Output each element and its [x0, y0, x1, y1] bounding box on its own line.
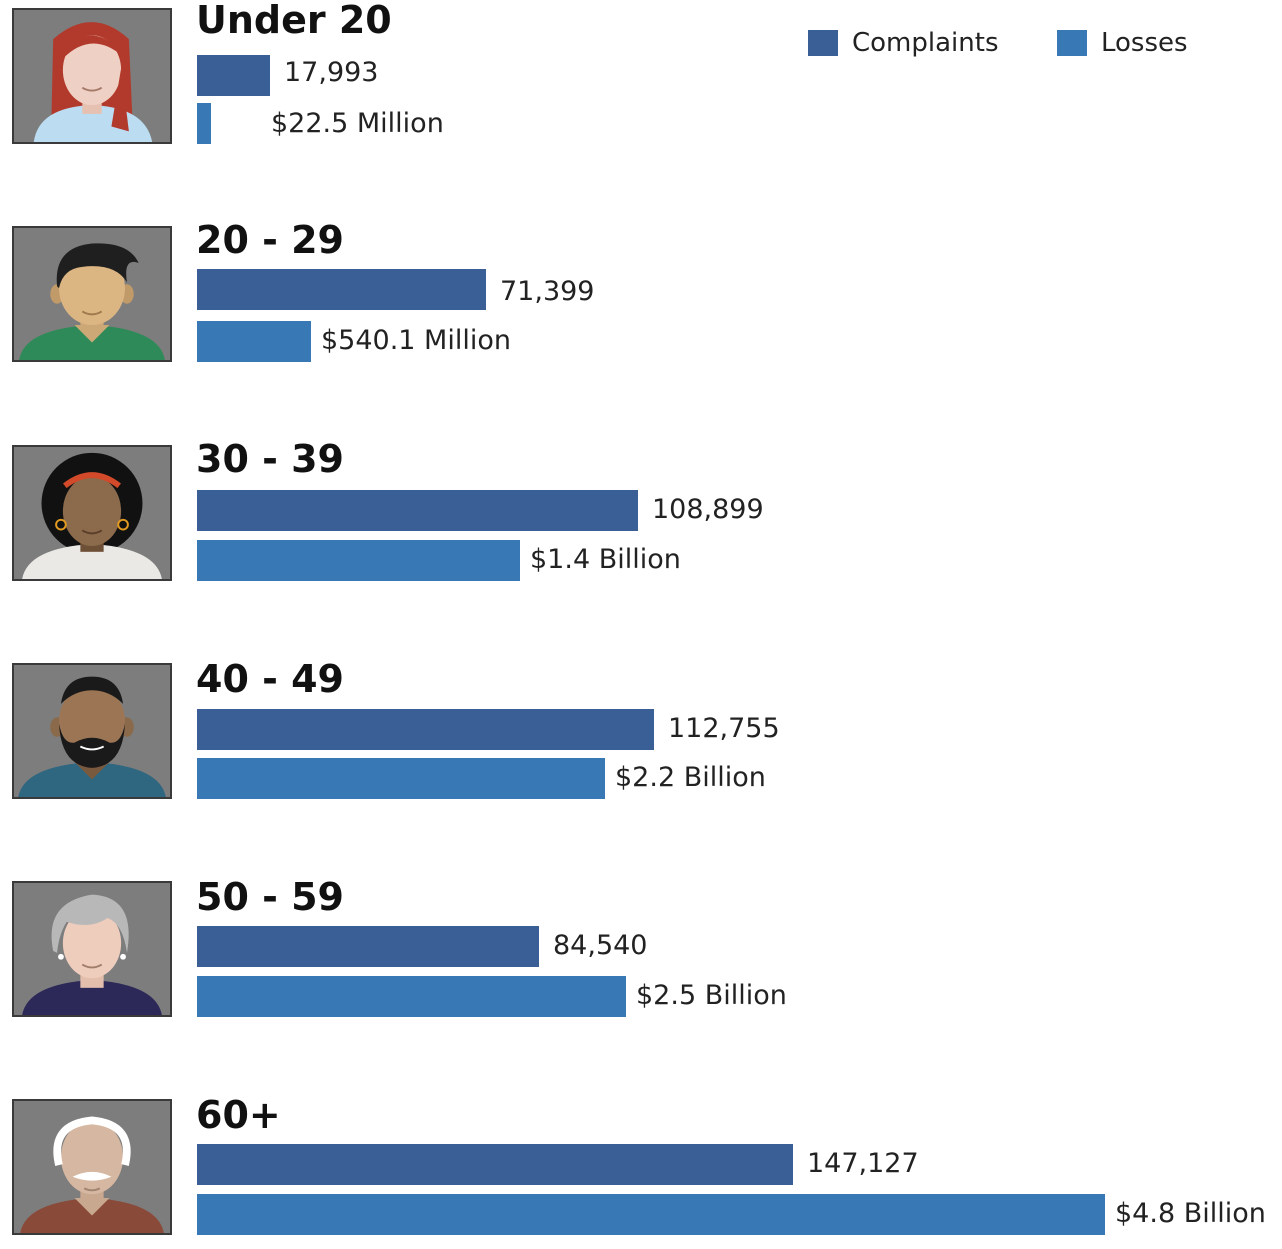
age-group-under-20: Under 20 17,993 $22.5 Million [0, 0, 1282, 150]
age-group-title: Under 20 [196, 0, 392, 42]
complaints-value-label: 112,755 [668, 713, 780, 744]
legend-complaints-swatch [808, 30, 838, 56]
age-group-title: 30 - 39 [196, 437, 344, 481]
losses-value-label: $2.2 Billion [615, 762, 766, 793]
complaints-value-label: 71,399 [500, 276, 595, 307]
losses-bar [197, 758, 605, 799]
legend-complaints-label: Complaints [852, 28, 999, 58]
losses-bar [197, 103, 211, 144]
losses-bar [197, 976, 626, 1017]
legend-losses-swatch [1057, 30, 1087, 56]
age-group-30-39: 30 - 39 108,899 $1.4 Billion [0, 437, 1282, 587]
complaints-value-label: 108,899 [652, 494, 764, 525]
legend-complaints: Complaints [808, 28, 999, 58]
gray-haired-woman-icon [12, 881, 172, 1017]
legend-losses-label: Losses [1101, 28, 1188, 58]
young-woman-red-hair-icon [12, 8, 172, 144]
losses-bar [197, 540, 520, 581]
age-group-60-plus: 60+ 147,127 $4.8 Billion [0, 1091, 1282, 1241]
age-group-50-59: 50 - 59 84,540 $2.5 Billion [0, 873, 1282, 1023]
age-group-40-49: 40 - 49 112,755 $2.2 Billion [0, 655, 1282, 805]
losses-bar [197, 321, 311, 362]
losses-value-label: $1.4 Billion [530, 544, 681, 575]
complaints-bar [197, 490, 638, 531]
losses-bar [197, 1194, 1105, 1235]
woman-curly-hair-icon [12, 445, 172, 581]
age-group-title: 60+ [196, 1093, 281, 1137]
complaints-bar [197, 1144, 793, 1185]
complaints-bar [197, 269, 486, 310]
bearded-man-icon [12, 663, 172, 799]
losses-value-label: $2.5 Billion [636, 980, 787, 1011]
age-group-title: 50 - 59 [196, 875, 344, 919]
complaints-value-label: 17,993 [284, 57, 379, 88]
losses-value-label: $4.8 Billion [1115, 1198, 1266, 1229]
complaints-bar [197, 709, 654, 750]
age-group-title: 20 - 29 [196, 218, 344, 262]
losses-value-label: $540.1 Million [321, 325, 511, 356]
legend-losses: Losses [1057, 28, 1188, 58]
bald-elderly-man-icon [12, 1099, 172, 1235]
complaints-value-label: 84,540 [553, 930, 648, 961]
complaints-value-label: 147,127 [807, 1148, 919, 1179]
losses-value-label: $22.5 Million [271, 108, 444, 139]
age-group-title: 40 - 49 [196, 657, 344, 701]
age-group-20-29: 20 - 29 71,399 $540.1 Million [0, 218, 1282, 368]
young-man-dark-hair-icon [12, 226, 172, 362]
complaints-bar [197, 926, 539, 967]
complaints-bar [197, 55, 270, 96]
